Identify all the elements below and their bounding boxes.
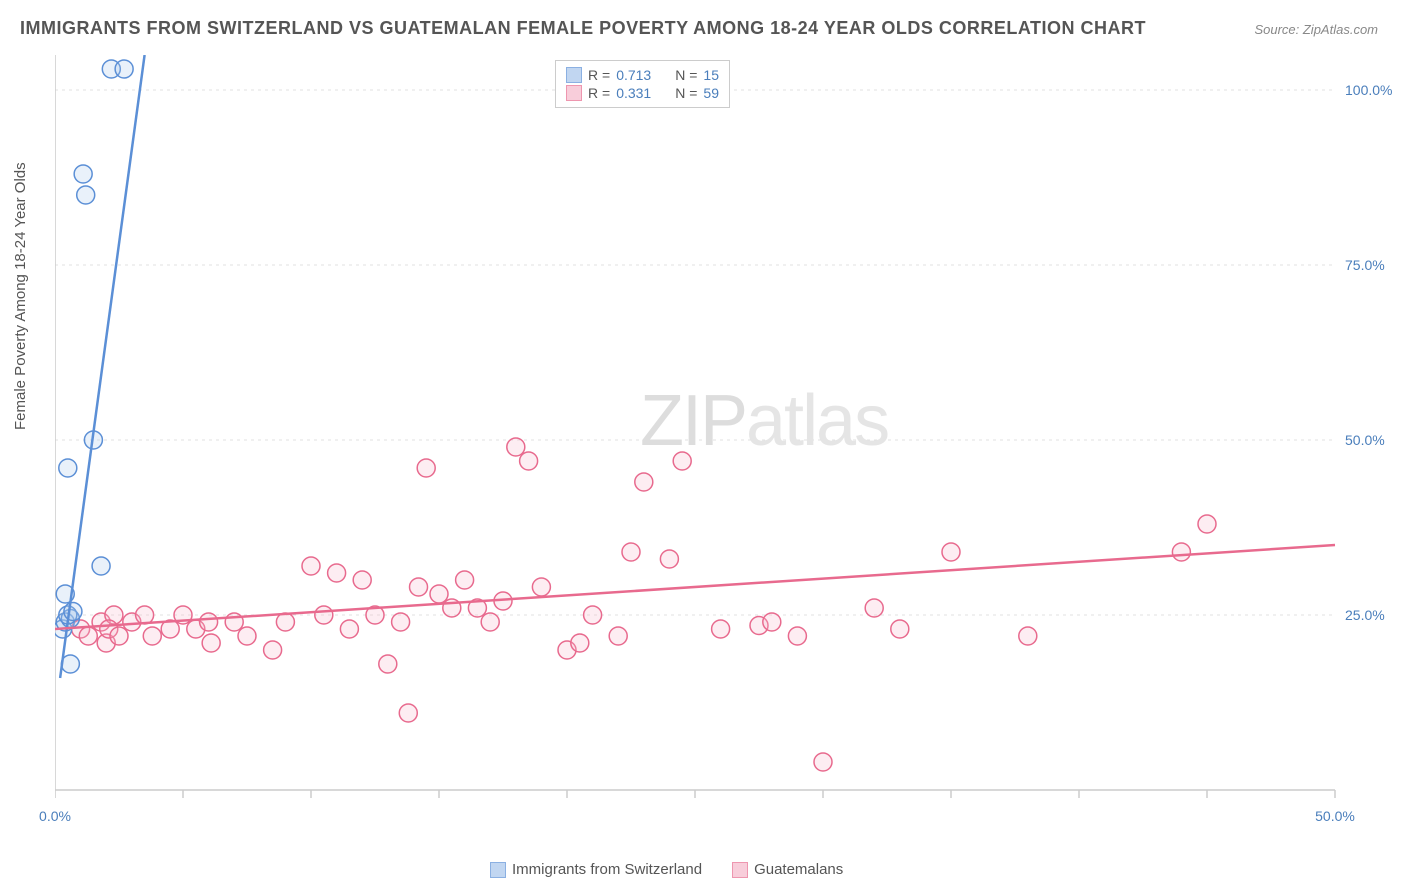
guat-point: [865, 599, 883, 617]
guat-point: [410, 578, 428, 596]
guat-point: [481, 613, 499, 631]
y-tick-label: 50.0%: [1345, 432, 1385, 448]
swiss-point: [59, 459, 77, 477]
guat-point: [379, 655, 397, 673]
r-value: 0.331: [616, 85, 651, 101]
guat-point: [891, 620, 909, 638]
guat-point: [399, 704, 417, 722]
guat-point: [302, 557, 320, 575]
swiss-trend-line: [60, 55, 144, 678]
n-label: N =: [675, 85, 697, 101]
legend-swatch: [490, 862, 506, 878]
guat-point: [1198, 515, 1216, 533]
n-value: 15: [703, 67, 719, 83]
guat-point: [1019, 627, 1037, 645]
scatter-plot: [55, 55, 1375, 815]
guat-point: [202, 634, 220, 652]
guat-point: [315, 606, 333, 624]
swiss-point: [64, 603, 82, 621]
series-legend-item: Guatemalans: [732, 861, 843, 878]
guat-point: [660, 550, 678, 568]
guat-point: [456, 571, 474, 589]
r-label: R =: [588, 85, 610, 101]
guat-point: [763, 613, 781, 631]
x-tick-label: 50.0%: [1315, 808, 1355, 824]
y-tick-label: 100.0%: [1345, 82, 1392, 98]
swiss-point: [115, 60, 133, 78]
series-label: Immigrants from Switzerland: [512, 861, 702, 878]
guat-point: [584, 606, 602, 624]
legend-swatch: [566, 67, 582, 83]
r-value: 0.713: [616, 67, 651, 83]
swiss-point: [92, 557, 110, 575]
guat-point: [417, 459, 435, 477]
legend-swatch: [566, 85, 582, 101]
guat-trend-line: [55, 545, 1335, 629]
n-label: N =: [675, 67, 697, 83]
x-tick-label: 0.0%: [39, 808, 71, 824]
series-legend: Immigrants from Switzerland Guatemalans: [490, 861, 843, 878]
guat-point: [276, 613, 294, 631]
guat-point: [340, 620, 358, 638]
guat-point: [622, 543, 640, 561]
guat-point: [264, 641, 282, 659]
y-axis-title: Female Poverty Among 18-24 Year Olds: [12, 162, 29, 430]
y-tick-label: 25.0%: [1345, 607, 1385, 623]
guat-point: [353, 571, 371, 589]
guat-point: [79, 627, 97, 645]
guat-point: [430, 585, 448, 603]
swiss-point: [77, 186, 95, 204]
correlation-legend: R = 0.713 N = 15 R = 0.331 N = 59: [555, 60, 730, 108]
correlation-legend-row: R = 0.331 N = 59: [566, 85, 719, 101]
series-label: Guatemalans: [754, 861, 843, 878]
guat-point: [942, 543, 960, 561]
chart-area: [55, 55, 1375, 815]
guat-point: [571, 634, 589, 652]
guat-point: [520, 452, 538, 470]
chart-title: IMMIGRANTS FROM SWITZERLAND VS GUATEMALA…: [20, 18, 1146, 39]
guat-point: [609, 627, 627, 645]
guat-point: [712, 620, 730, 638]
guat-point: [136, 606, 154, 624]
guat-point: [328, 564, 346, 582]
guat-point: [532, 578, 550, 596]
r-label: R =: [588, 67, 610, 83]
guat-point: [635, 473, 653, 491]
guat-point: [392, 613, 410, 631]
guat-point: [673, 452, 691, 470]
guat-point: [238, 627, 256, 645]
correlation-legend-row: R = 0.713 N = 15: [566, 67, 719, 83]
guat-point: [1172, 543, 1190, 561]
legend-swatch: [732, 862, 748, 878]
guat-point: [110, 627, 128, 645]
guat-point: [788, 627, 806, 645]
guat-point: [507, 438, 525, 456]
y-tick-label: 75.0%: [1345, 257, 1385, 273]
guat-point: [814, 753, 832, 771]
guat-point: [200, 613, 218, 631]
source-label: Source: ZipAtlas.com: [1254, 22, 1378, 37]
guat-point: [143, 627, 161, 645]
series-legend-item: Immigrants from Switzerland: [490, 861, 702, 878]
swiss-point: [74, 165, 92, 183]
n-value: 59: [703, 85, 719, 101]
